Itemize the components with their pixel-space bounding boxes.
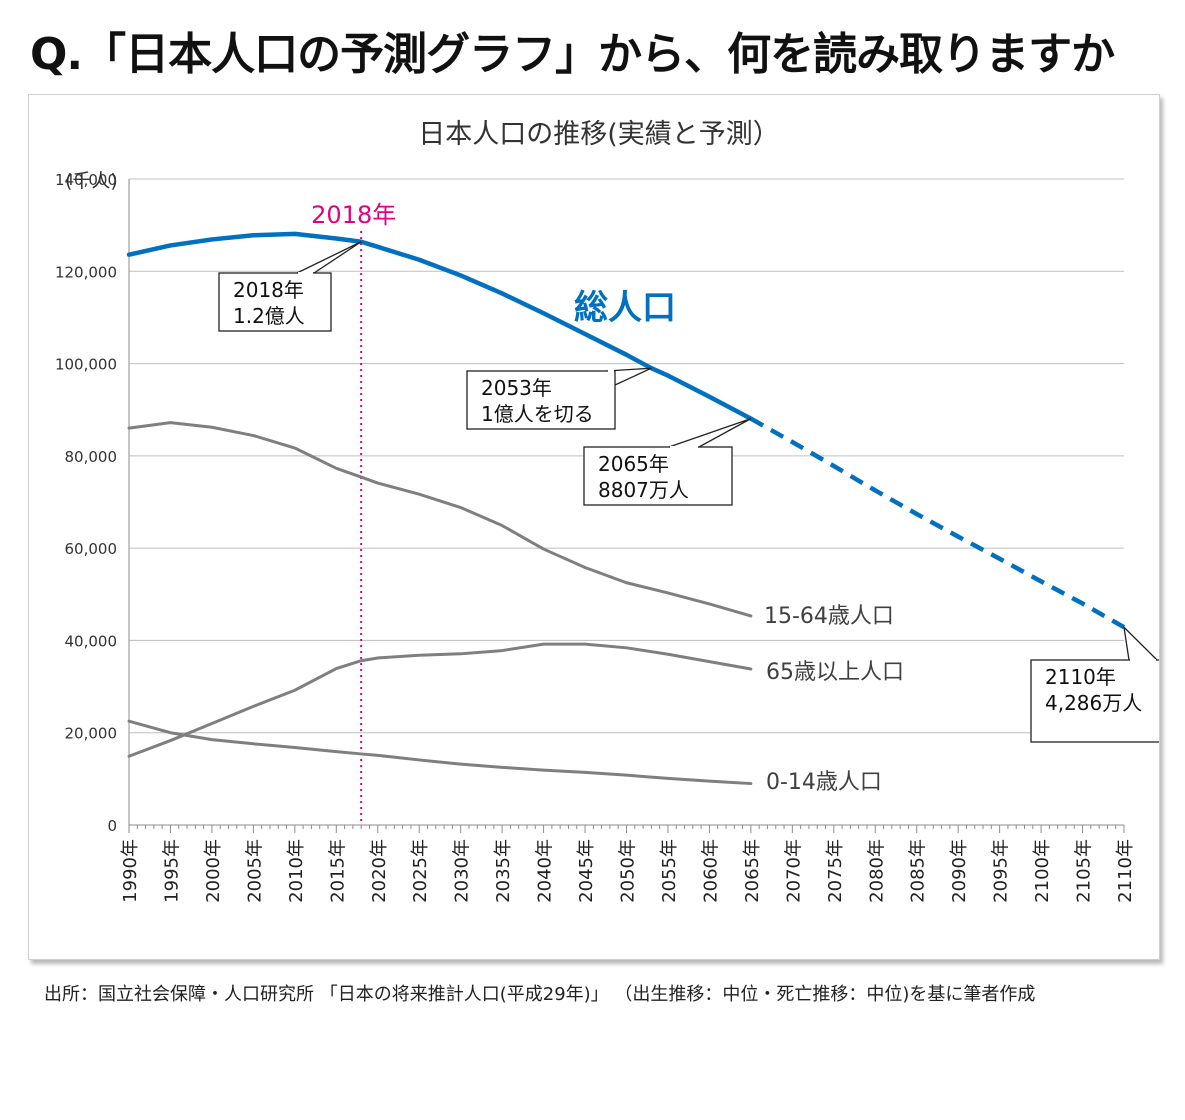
x-tick-label: 2110年 (1115, 839, 1136, 903)
x-tick-label: 2015年 (327, 839, 348, 903)
callouts: 2018年1.2億人2053年1億人を切る2065年8807万人2110年4,2… (218, 241, 1159, 743)
callout-text: 1.2億人 (233, 304, 305, 328)
x-tick-label: 2065年 (742, 839, 763, 903)
x-tick-label: 2080年 (866, 839, 887, 903)
callout-box (583, 446, 733, 506)
x-tick-label: 2075年 (825, 839, 846, 903)
x-tick-label: 2035年 (493, 839, 514, 903)
x-tick-label: 2040年 (535, 839, 556, 903)
x-tick-label: 2005年 (244, 839, 265, 903)
x-tick-label: 2070年 (783, 839, 804, 903)
x-tick-label: 2030年 (452, 839, 473, 903)
series-label-2: 65歳以上人口 (766, 660, 904, 685)
x-tick-label: 2055年 (659, 839, 680, 903)
series-lines (126, 231, 1126, 786)
x-tick-label: 2100年 (1032, 839, 1053, 903)
y-tick-label: 0 (107, 817, 117, 835)
series-line-1 (127, 421, 753, 618)
y-tick-label: 60,000 (65, 540, 118, 558)
callout-tail (296, 241, 362, 274)
y-tick-label: 80,000 (65, 448, 118, 466)
y-tick-label: 120,000 (55, 263, 117, 281)
x-tick-label: 2010年 (286, 839, 307, 903)
chart-panel: 日本人口の推移(実績と予測） 0 20,000 40,000 60,000 80,000… (28, 94, 1160, 960)
callout-text: 2053年 (481, 376, 552, 400)
y-tick-label: 140,000 (55, 171, 117, 189)
callout-box (466, 370, 616, 430)
population-chart: 日本人口の推移(実績と予測） 0 20,000 40,000 60,000 80,000… (55, 119, 1159, 903)
marker-label-2018: 2018年 (311, 201, 396, 229)
y-tick-label: 20,000 (65, 725, 118, 743)
x-tick-label: 2060年 (700, 839, 721, 903)
year-marker: 2018年 (311, 201, 396, 825)
y-tick-label: 40,000 (65, 632, 118, 650)
source-note: 出所：国立社会保障・人口研究所 「日本の将来推計人口(平成29年)」 （出生推移… (44, 984, 1036, 1005)
x-axis: 1990年 1995年 2000年 2005年 2010年 2015年 2020年 2025年… (120, 825, 1136, 903)
callout-box (1030, 659, 1159, 743)
y-axis: 0 20,000 40,000 60,000 80,000 100,000 120,000 1… (55, 171, 117, 835)
series-label-0: 総人口 (574, 288, 676, 328)
x-tick-label: 2105年 (1074, 839, 1095, 903)
callout-text: 2018年 (233, 278, 304, 302)
x-tick-label: 1995年 (161, 839, 182, 903)
question-title: Q.「日本人口の予測グラフ」から、何を読み取りますか (30, 29, 1115, 80)
callout-text: 2110年 (1045, 665, 1116, 689)
y-tick-label: 100,000 (55, 356, 117, 374)
callout-text: 8807万人 (598, 478, 689, 502)
x-tick-label: 1990年 (120, 839, 141, 903)
callout-text: 1億人を切る (481, 402, 594, 426)
x-tick-label: 2020年 (369, 839, 390, 903)
x-tick-label: 2085年 (908, 839, 929, 903)
callout-box (218, 272, 332, 332)
series-line-total (126, 231, 754, 421)
series-label-3: 0-14歳人口 (766, 770, 882, 795)
series-line-2 (127, 642, 753, 758)
callout-text: 2065年 (598, 452, 669, 476)
series-labels: 総人口 15-64歳人口 65歳以上人口 0-14歳人口 (574, 288, 904, 795)
x-tick-label: 2090年 (949, 839, 970, 903)
x-tick-label: 2095年 (991, 839, 1012, 903)
x-tick-label: 2045年 (576, 839, 597, 903)
chart-title: 日本人口の推移(実績と予測） (418, 119, 780, 150)
x-tick-label: 2000年 (203, 839, 224, 903)
series-line-total-forecast (749, 416, 1126, 630)
series-label-1: 15-64歳人口 (764, 604, 894, 629)
x-tick-label: 2025年 (410, 839, 431, 903)
callout-tail (668, 418, 752, 448)
callout-text: 4,286万人 (1045, 691, 1142, 715)
unit-label: (千人) (65, 170, 118, 192)
x-tick-label: 2050年 (618, 839, 639, 903)
series-line-3 (127, 719, 753, 786)
callout-tail (1123, 625, 1159, 661)
